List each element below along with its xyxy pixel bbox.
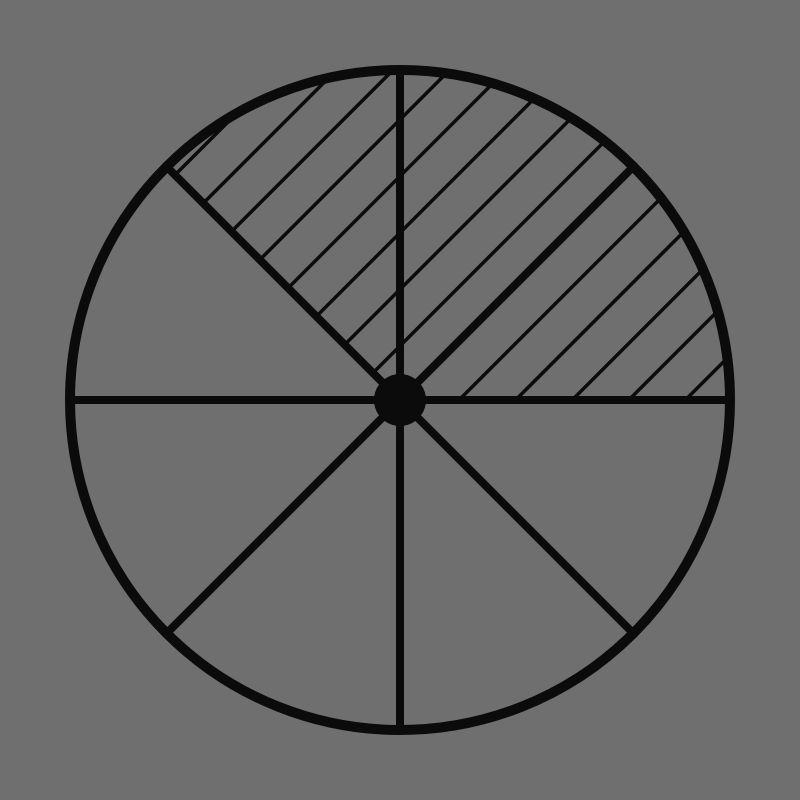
fraction-circle-diagram — [0, 0, 800, 800]
center-dot — [374, 374, 426, 426]
